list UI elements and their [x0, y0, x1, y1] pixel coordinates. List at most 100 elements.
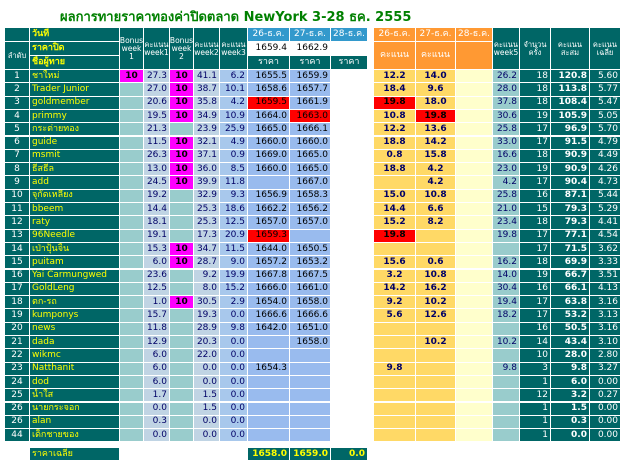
- table-cell: [331, 322, 368, 336]
- table-cell: 10: [170, 83, 194, 97]
- table-cell: 9.6: [416, 83, 456, 97]
- table-cell: 14.0: [493, 269, 520, 283]
- table-cell: 0.0: [144, 429, 170, 443]
- table-cell: 15.2: [374, 216, 416, 230]
- header-cell: คะแนนเฉลี่ย: [590, 28, 621, 70]
- table-cell: 0.0: [220, 349, 248, 363]
- header-cell: 28-ธ.ค.: [331, 28, 368, 42]
- table-cell: 4.73: [590, 176, 621, 190]
- table-cell: 19: [520, 269, 551, 283]
- table-cell: [170, 229, 194, 243]
- table-cell: 0.8: [374, 149, 416, 164]
- table-cell: 26.3: [144, 149, 170, 164]
- table-cell: [456, 70, 493, 84]
- table-cell: [456, 375, 493, 390]
- table-cell: [120, 163, 144, 177]
- table-cell: [493, 415, 520, 430]
- table-cell: 6.0: [144, 375, 170, 390]
- header-cell: ราคาปิด: [30, 42, 120, 56]
- table-cell: [493, 349, 520, 363]
- table-cell: 19.8: [493, 229, 520, 243]
- table-cell: [170, 203, 194, 217]
- table-cell: 1656.2: [290, 203, 331, 217]
- table-cell: 0.00: [590, 402, 621, 416]
- table-cell: [331, 296, 368, 310]
- table-cell: 113.8: [551, 83, 590, 97]
- table-cell: 11.8: [144, 322, 170, 336]
- table-cell: 11.5: [144, 136, 170, 150]
- table-cell: 66.1: [551, 282, 590, 297]
- table-cell: 10: [170, 70, 194, 84]
- table-cell: 19.8: [374, 96, 416, 110]
- table-cell: 8: [5, 163, 30, 177]
- table-cell: [374, 336, 416, 350]
- table-cell: [248, 176, 290, 190]
- table-cell: 14.2: [374, 282, 416, 297]
- table-cell: [493, 242, 520, 257]
- table-cell: 5.6: [374, 309, 416, 323]
- table-cell: 0.00: [590, 415, 621, 430]
- table-cell: 23: [5, 362, 30, 376]
- table-cell: [331, 309, 368, 323]
- table-cell: [170, 189, 194, 203]
- table-cell: 15: [5, 256, 30, 270]
- table-cell: 24.5: [144, 176, 170, 190]
- table-cell: 69.9: [551, 256, 590, 270]
- table-cell: [331, 109, 368, 124]
- title: ผลการทายราคาทองค่าปิดตลาด NewYork 3-28 ธ…: [60, 10, 412, 25]
- table-cell: 38.7: [194, 83, 220, 97]
- table-cell: 1666.6: [248, 309, 290, 323]
- table-cell: 11.8: [220, 176, 248, 190]
- table-cell: [493, 429, 520, 443]
- table-cell: 18.1: [144, 216, 170, 230]
- table-cell: kumponys: [30, 309, 120, 323]
- table-cell: [416, 389, 456, 403]
- table-cell: [416, 415, 456, 430]
- table-cell: 1659.5: [248, 96, 290, 110]
- table-cell: [331, 256, 368, 270]
- table-cell: [331, 149, 368, 164]
- table-cell: [170, 389, 194, 403]
- table-cell: 34.7: [194, 242, 220, 257]
- table-cell: [456, 269, 493, 283]
- table-cell: [456, 176, 493, 190]
- table-cell: [456, 96, 493, 110]
- table-cell: [170, 362, 194, 376]
- table-cell: [331, 176, 368, 190]
- table-cell: 17: [5, 282, 30, 297]
- table-cell: [456, 256, 493, 270]
- table-cell: 12.9: [144, 336, 170, 350]
- table-cell: 3.62: [590, 242, 621, 257]
- table-cell: 17: [520, 229, 551, 243]
- table-cell: 2.80: [590, 349, 621, 363]
- table-cell: [416, 349, 456, 363]
- table-cell: [120, 415, 144, 430]
- table-cell: 1669.0: [248, 149, 290, 164]
- table-cell: 30.6: [493, 109, 520, 124]
- table-cell: guide: [30, 136, 120, 150]
- table-cell: 10: [170, 242, 194, 257]
- table-cell: 27.3: [144, 70, 170, 84]
- table-cell: [456, 83, 493, 97]
- table-cell: [456, 402, 493, 416]
- table-cell: 1662.2: [248, 203, 290, 217]
- table-cell: 8.2: [416, 216, 456, 230]
- table-cell: 20.3: [194, 336, 220, 350]
- table-cell: 1657.0: [248, 216, 290, 230]
- table-cell: [290, 362, 331, 376]
- table-cell: 22.0: [194, 349, 220, 363]
- table-cell: 6.0: [144, 349, 170, 363]
- table-cell: 96.9: [551, 123, 590, 137]
- table-cell: [331, 96, 368, 110]
- table-cell: [456, 389, 493, 403]
- table-cell: 5: [5, 123, 30, 137]
- table-cell: 18: [520, 70, 551, 84]
- footer-label: ราคาเฉลี่ย: [30, 448, 120, 461]
- table-cell: [120, 429, 144, 443]
- table-cell: 1660.0: [248, 163, 290, 177]
- table-cell: [456, 109, 493, 124]
- table-cell: 16: [520, 282, 551, 297]
- table-cell: 10.2: [493, 336, 520, 350]
- table-cell: 1: [520, 375, 551, 390]
- table-cell: 1.5: [551, 402, 590, 416]
